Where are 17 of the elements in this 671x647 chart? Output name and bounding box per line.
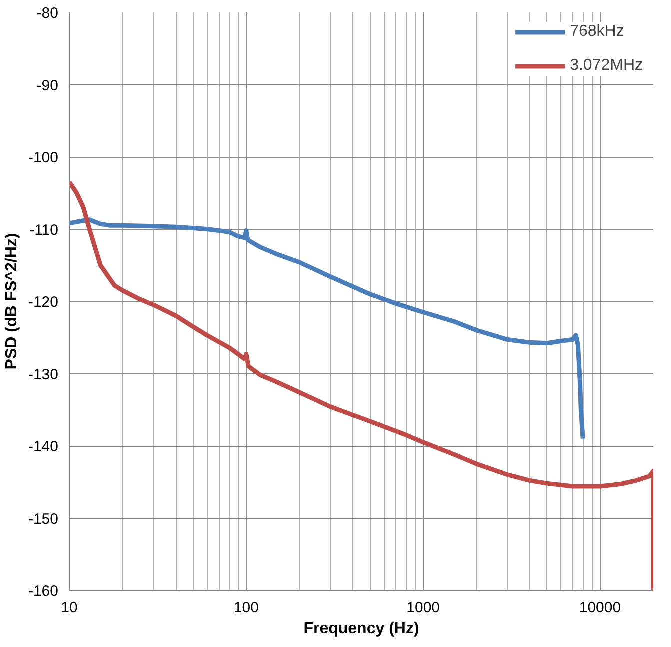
y-tick-label: -160 — [28, 583, 59, 600]
y-tick-label: -150 — [28, 510, 59, 528]
y-tick-label: -90 — [36, 77, 59, 94]
y-tick-label: -140 — [28, 438, 59, 456]
legend-label: 768kHz — [570, 23, 624, 41]
x-axis-title: Frequency (Hz) — [304, 620, 420, 638]
x-tick-label: 10000 — [579, 600, 622, 616]
y-axis-title: PSD (dB FS^2/Hz) — [3, 233, 20, 370]
x-tick-label: 10 — [61, 600, 78, 616]
y-tick-label: -80 — [36, 5, 59, 22]
y-tick-label: -110 — [30, 222, 59, 239]
y-tick-label: -130 — [28, 366, 59, 384]
legend-label: 3.072MHz — [570, 57, 643, 75]
x-tick-label: 1000 — [406, 600, 440, 616]
y-tick-label: -100 — [28, 150, 59, 166]
y-tick-label: -120 — [28, 294, 59, 311]
x-tick-label: 100 — [234, 600, 259, 616]
